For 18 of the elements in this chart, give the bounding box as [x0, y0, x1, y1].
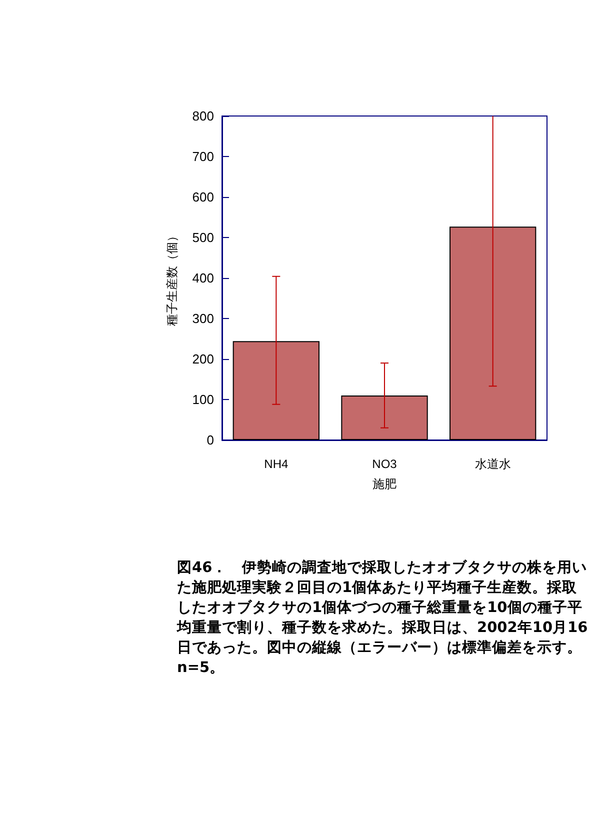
bar — [450, 226, 536, 440]
bar — [232, 341, 320, 440]
y-tick-label: 100 — [192, 392, 214, 407]
bar — [341, 395, 428, 440]
x-tick-label: NO3 — [372, 457, 398, 471]
y-tick-label: 300 — [192, 311, 214, 326]
y-tick-label: 600 — [192, 190, 214, 204]
y-tick-label: 500 — [192, 230, 214, 245]
y-tick-label: 200 — [192, 352, 214, 366]
x-tick-label: NH4 — [264, 457, 288, 471]
x-tick-label: 水道水 — [474, 457, 511, 471]
x-axis-title: 施肥 — [372, 477, 396, 491]
y-tick-label: 800 — [192, 108, 214, 124]
y-tick-label: 0 — [206, 432, 214, 448]
caption: 図46． 伊勢崎の調査地で採取したオオブタクサの株を用いた施肥処理実験２回目の1個体あたり平均種子生産数。採取したオオブタクサの1個体づつの種子総重量を10個の種子平均重量で割り、種子数を求めた。採取日は、2002年10月16日であった。図中の縦線（エラーバー）は標準偏差を示す。n=5。 — [177, 558, 589, 678]
y-axis-title: 種子生産数（個） — [165, 230, 179, 326]
y-tick-label: 700 — [192, 149, 214, 164]
y-tick-label: 400 — [192, 270, 214, 286]
